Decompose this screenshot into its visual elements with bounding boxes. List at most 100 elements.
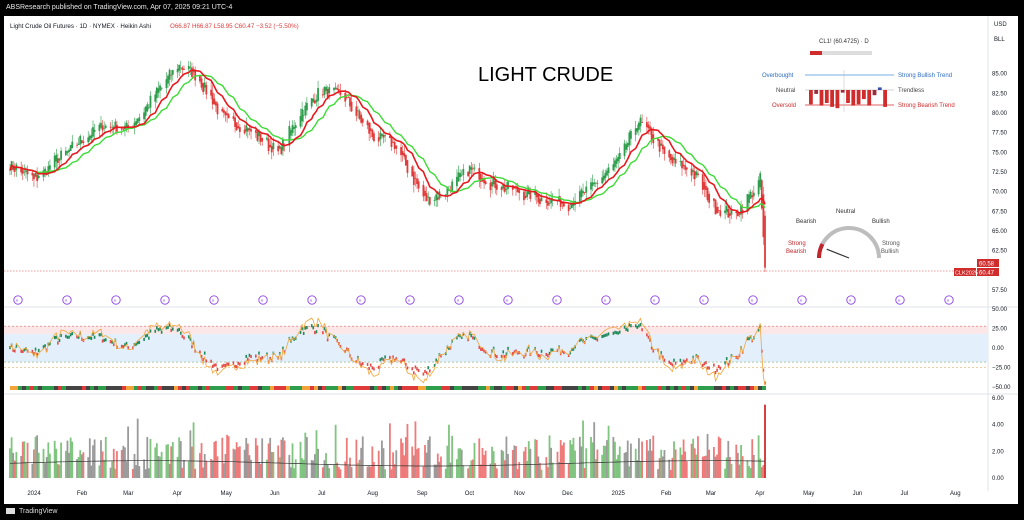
candle-body [317,88,319,101]
candle-body [20,167,23,173]
candle-body [435,194,438,201]
oscillator-candle [168,323,171,327]
candle-body [312,98,315,103]
volume-bar [254,438,257,478]
oscillator-candle [701,363,704,367]
candle-body [350,101,353,112]
candle-body [404,154,407,166]
candle-body [160,87,163,89]
gauge-strong-bearish-2: Bearish [786,249,806,255]
candle-body [149,95,152,108]
volume-bar [569,440,572,478]
candle-body [436,197,439,200]
oscillator-candle [21,349,24,354]
candle-body [757,180,760,195]
regime-strip-cell [622,386,626,390]
sentiment-gauge: Bearish Neutral Bullish Strong Bearish S… [786,209,900,259]
volume-bar [459,448,462,478]
candle-body [36,174,39,182]
oscillator-candle [215,363,217,367]
regime-strip-cell [118,386,122,390]
regime-strip-cell [374,386,378,390]
volume-bar [471,459,474,478]
regime-strip-cell [362,386,366,390]
regime-strip-cell [434,386,438,390]
oscillator-candle [25,347,27,351]
oscillator-candle [762,368,765,372]
regime-strip-cell [350,386,354,390]
candle-body [266,137,268,140]
volume-bar [535,439,538,478]
oscillator-candle [504,355,506,359]
volume-bar [147,468,150,478]
regime-strip-cell [74,386,78,390]
oscillator-candle [468,331,471,336]
candle-body [216,103,219,115]
candle-body [326,88,329,98]
volume-bar [427,440,430,478]
regime-strip-cell [138,386,142,390]
volume-bar [660,449,663,478]
volume-bar [703,456,706,478]
oscillator-candle [628,323,631,327]
candle-body [87,137,90,143]
candle-body [213,98,216,105]
oscillator-candle [53,336,56,340]
volume-bar [235,442,238,478]
oscillator-candle [124,343,126,347]
regime-strip-cell [134,386,138,390]
candle-body [390,136,393,147]
volume-bar [725,457,728,478]
regime-strip-cell [334,386,338,390]
regime-strip-cell [654,386,658,390]
oscillator-tick-label: 50.00 [992,307,1008,313]
candle-body [411,166,414,177]
volume-bar [606,440,608,478]
candle-body [238,127,241,132]
candle-body [393,142,396,150]
oscillator-signal-line [9,317,766,386]
chart-svg[interactable]: 57.50 62.50 65.00 67.50 70.00 72.50 75.00 77.50… [4,16,1018,504]
regime-strip-cell [150,386,154,390]
regime-strip-cell [42,386,46,390]
time-tick-label: Jun [853,491,863,497]
time-tick-label: Nov [514,491,525,497]
volume-bar [379,465,382,478]
price-tick-label: 67.50 [992,209,1008,215]
oscillator-candle [138,340,141,344]
volume-bar [681,454,683,478]
oscillator-candle [580,337,583,341]
volume-bar [647,450,650,478]
candle-body [539,198,541,205]
volume-bar [572,437,575,478]
candle-body [71,141,74,149]
candle-body [641,121,643,123]
candle-body [144,106,147,116]
volume-bar [168,463,171,478]
candle-body [373,133,375,142]
trend-panel-bar [810,51,872,55]
chart-area: 57.50 62.50 65.00 67.50 70.00 72.50 75.00 77.50… [4,16,1018,504]
oscillator-candle [590,334,592,338]
oscillator-candle [470,334,473,338]
volume-bar [69,437,72,478]
volume-bar [243,449,246,478]
regime-strip-cell [466,386,470,390]
candle-body [299,115,302,127]
volume-bar [728,457,731,478]
volume-bar [290,467,292,478]
candle-body [513,187,516,189]
oscillator-candle [68,335,70,339]
oscillator-candle [149,329,152,333]
volume-bar [203,454,206,478]
candle-body [515,187,517,189]
volume-bar [650,450,653,478]
volume-bar [344,461,347,478]
regime-strip-cell [274,386,278,390]
time-tick-label: Dec [562,491,573,497]
event-icon [797,295,807,305]
oscillator-candle [713,363,715,367]
candle-body [690,168,693,176]
candle-body [537,194,540,203]
candle-body [507,181,509,190]
